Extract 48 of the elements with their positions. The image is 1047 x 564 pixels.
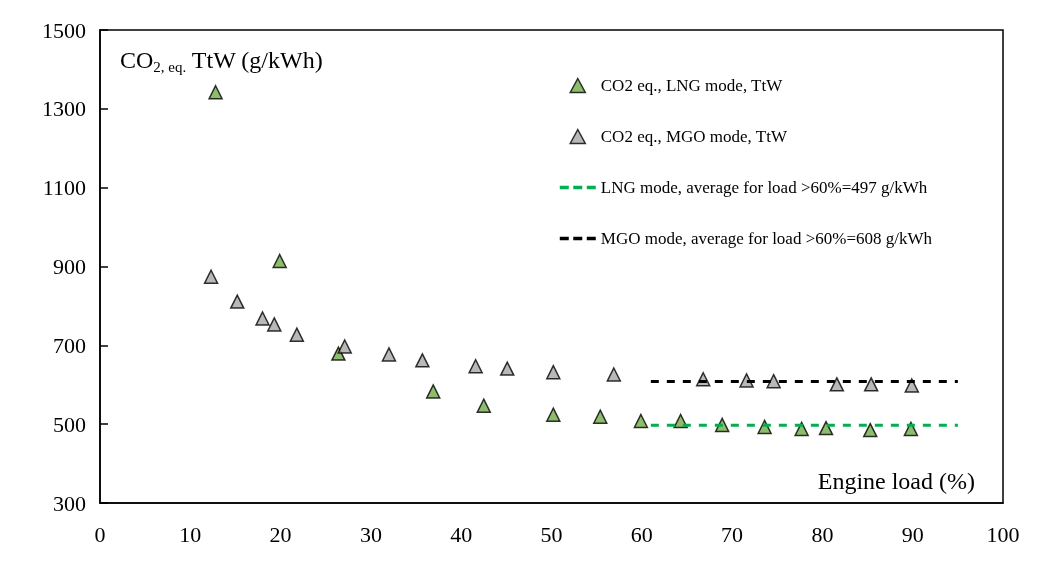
y-tick-label: 300: [53, 490, 86, 516]
x-tick-label: 0: [94, 521, 106, 547]
y-tick-label: 700: [53, 332, 86, 358]
point: [633, 413, 649, 429]
y-tick-label: 1500: [42, 17, 86, 43]
x-tick-label: 40: [450, 521, 473, 547]
point: [203, 269, 219, 284]
legend-label: CO2 eq., LNG mode, TtW: [600, 76, 784, 95]
point: [289, 327, 305, 342]
x-axis-title: Engine load (%): [817, 468, 975, 494]
legend-label: MGO mode, average for load >60%=608 g/kWh: [600, 229, 933, 248]
point: [546, 364, 561, 380]
x-tick-label: 50: [540, 521, 563, 547]
x-tick-label: 70: [721, 521, 744, 547]
point: [255, 311, 270, 326]
x-tick-label: 30: [359, 521, 382, 547]
y-tick-label: 1300: [42, 96, 86, 122]
point: [500, 361, 515, 376]
point: [829, 377, 845, 392]
point: [546, 407, 561, 422]
point: [425, 384, 441, 399]
point: [208, 85, 223, 100]
point: [415, 353, 430, 368]
y-tick-label: 900: [53, 254, 86, 279]
point: [863, 422, 878, 438]
point: [337, 339, 352, 354]
legend-label: LNG mode, average for load >60%=497 g/kWh: [600, 178, 928, 197]
point: [904, 378, 920, 393]
point: [606, 367, 622, 382]
point: [381, 347, 397, 362]
x-tick-label: 20: [269, 521, 292, 547]
x-tick-label: 90: [901, 521, 924, 547]
x-tick-label: 60: [630, 521, 653, 547]
point: [230, 294, 245, 309]
point: [468, 358, 483, 374]
point: [818, 420, 834, 436]
x-tick-label: 80: [811, 521, 834, 547]
point: [272, 253, 287, 269]
point: [766, 373, 781, 389]
x-tick-label: 10: [179, 521, 202, 547]
y-tick-label: 500: [53, 411, 86, 437]
point: [267, 317, 282, 332]
y-tick-label: 1100: [42, 175, 86, 201]
point: [863, 377, 879, 392]
point: [476, 398, 492, 413]
x-tick-label: 100: [986, 521, 1020, 547]
point: [593, 409, 608, 424]
legend-label: CO2 eq., MGO mode, TtW: [600, 127, 788, 146]
